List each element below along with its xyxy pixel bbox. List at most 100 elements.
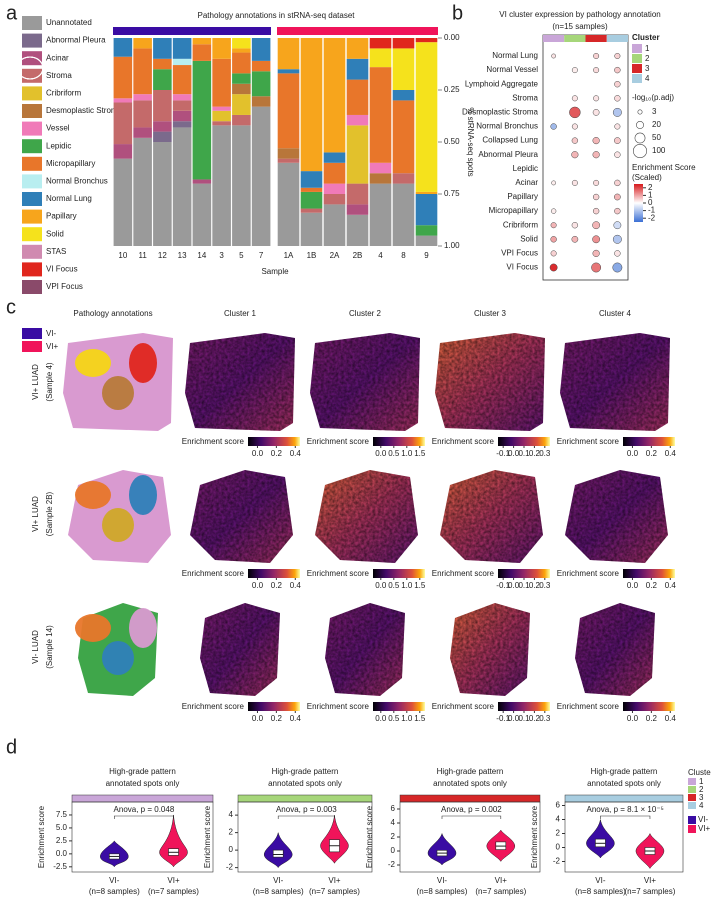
- colorbar-label: Enrichment score: [432, 437, 495, 446]
- colorbar-tick-label: 0.0: [508, 581, 520, 590]
- x-axis-label: Sample: [261, 267, 289, 276]
- dot: [551, 53, 557, 59]
- y-axis-label: Enrichment score: [37, 805, 46, 868]
- row-label: Papillary: [507, 192, 538, 201]
- legend-label: Solid: [46, 229, 64, 238]
- spatial-map: [440, 470, 543, 563]
- legend-swatch: [688, 816, 696, 824]
- colorbar: [498, 437, 550, 446]
- y-tick-label: 5.0: [56, 823, 68, 832]
- legend-swatch: [688, 825, 696, 833]
- colorbar-tick-label: 0.5: [388, 449, 400, 458]
- bar-segment: [113, 56, 133, 99]
- x-tick-label: 2A: [330, 251, 340, 260]
- chart-title: annotated spots only: [587, 779, 661, 788]
- legend-swatch: [22, 68, 42, 83]
- bar-segment: [323, 162, 346, 184]
- y-tick-label: 4: [391, 818, 396, 827]
- legend-title: Cluster: [688, 768, 711, 777]
- bar-segment: [300, 38, 323, 172]
- column-title: Cluster 4: [599, 309, 632, 318]
- y-tick-label: 4: [229, 810, 234, 819]
- y-axis-label: Enrichment score: [365, 805, 374, 868]
- color-legend-title: Enrichment Score: [632, 163, 696, 172]
- dot: [614, 81, 621, 88]
- bar-segment: [323, 152, 346, 163]
- plot-frame: [564, 801, 684, 873]
- row-label: Lepidic: [513, 164, 538, 173]
- dot: [612, 234, 622, 244]
- colorbar-tick-label: 0.4: [290, 714, 302, 723]
- box: [272, 849, 284, 858]
- dot: [614, 193, 621, 201]
- y-axis-label: Enrichment score: [203, 805, 212, 868]
- row-label: Solid: [520, 234, 538, 243]
- colorbar-tick-label: 1.5: [414, 449, 426, 458]
- cluster-strip: [237, 794, 373, 803]
- legend-label: Abnormal Pleura: [46, 36, 106, 45]
- x-tick-label: 5: [239, 251, 244, 260]
- legend-label: 1: [699, 777, 704, 786]
- colorbar-tick-label: 0.0: [627, 581, 639, 590]
- size-key-label: 3: [652, 107, 657, 116]
- column-title: Cluster 1: [224, 309, 257, 318]
- size-key: [632, 144, 647, 159]
- bar-segment: [172, 121, 192, 128]
- legend-swatch: [22, 262, 42, 277]
- y-tick-label: 2: [391, 832, 396, 841]
- bar-segment: [113, 98, 133, 103]
- row-label: VI+ LUAD: [31, 496, 40, 532]
- violin: [159, 814, 188, 868]
- dot: [592, 193, 600, 201]
- x-tick-label: VI-: [595, 876, 606, 885]
- legend-swatch: [688, 802, 696, 809]
- plot-frame: [237, 801, 373, 873]
- annotation-region: [129, 608, 157, 648]
- bar-segment: [251, 96, 271, 107]
- y-tick-label: 2: [229, 828, 234, 837]
- dot: [593, 179, 600, 186]
- y-tick-label: -2: [553, 857, 561, 866]
- colorbar-tick-label: 0.4: [665, 581, 677, 590]
- bar-segment: [153, 58, 172, 70]
- bracket: [600, 815, 651, 819]
- panel-label: d: [6, 736, 17, 758]
- colorbar-tick-label: 0.2: [271, 714, 283, 723]
- map-texture: [310, 333, 420, 431]
- y-tick-label: 1.00: [444, 241, 460, 250]
- legend-label: Stroma: [46, 71, 72, 80]
- colorbar-tick-label: 0.3: [539, 714, 551, 723]
- colorbar-tick-label: 0.4: [665, 714, 677, 723]
- bar-segment: [277, 148, 300, 159]
- legend-label: 4: [645, 74, 650, 83]
- colorbar: [623, 437, 675, 446]
- dot: [571, 137, 579, 144]
- y-tick-label: 2.5: [56, 836, 68, 845]
- x-tick-label: 8: [401, 251, 406, 260]
- bar-segment: [369, 38, 392, 49]
- x-tick-note: (n=7 samples): [148, 887, 199, 896]
- x-tick-label: 7: [259, 251, 264, 260]
- colorbar-tick-label: 1.5: [414, 714, 426, 723]
- x-tick-label: 10: [118, 251, 127, 260]
- x-tick-label: 9: [424, 251, 429, 260]
- violin: [586, 819, 615, 859]
- dot: [571, 151, 579, 159]
- bar-segment: [300, 191, 323, 209]
- dot: [592, 207, 600, 215]
- spatial-map: [310, 333, 420, 431]
- colorbar-label: Enrichment score: [307, 702, 370, 711]
- size-key-label: 20: [652, 120, 661, 129]
- cluster-strip: [564, 794, 684, 803]
- map-texture: [450, 603, 530, 696]
- bar-segment: [369, 183, 392, 246]
- dot: [614, 179, 621, 187]
- colorbar-label: Enrichment score: [557, 569, 620, 578]
- bar-segment: [251, 60, 271, 72]
- spatial-map: [450, 603, 530, 696]
- colorbar-tick-label: -0.1: [496, 449, 510, 458]
- bar-segment: [172, 65, 192, 95]
- legend-swatch: [688, 786, 696, 793]
- colorbar-label: 0: [648, 198, 653, 207]
